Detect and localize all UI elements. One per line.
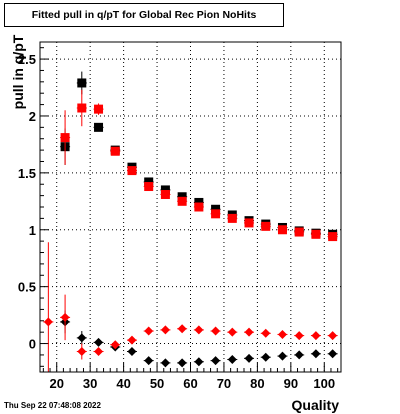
data-point bbox=[328, 232, 338, 242]
chart-title: Fitted pull in q/pT for Global Rec Pion … bbox=[31, 9, 257, 21]
data-point bbox=[177, 196, 187, 206]
data-point bbox=[211, 204, 221, 214]
data-point bbox=[194, 325, 204, 335]
x-tick-label: 40 bbox=[116, 376, 130, 391]
data-point bbox=[94, 347, 104, 357]
data-point bbox=[294, 350, 304, 360]
y-tick-label: 2 bbox=[29, 109, 36, 124]
data-point bbox=[311, 229, 321, 239]
data-point bbox=[160, 325, 170, 335]
x-tick-label: 50 bbox=[150, 376, 164, 391]
data-point bbox=[160, 185, 170, 195]
data-point bbox=[294, 331, 304, 341]
data-point bbox=[127, 347, 137, 357]
data-point bbox=[144, 182, 154, 192]
data-point bbox=[211, 356, 221, 366]
data-point bbox=[177, 324, 187, 334]
data-point bbox=[194, 202, 204, 212]
y-tick-label: 1 bbox=[29, 223, 36, 238]
title-box: Fitted pull in q/pT for Global Rec Pion … bbox=[4, 3, 284, 27]
data-point bbox=[261, 221, 271, 231]
data-point bbox=[127, 335, 137, 345]
data-point bbox=[94, 337, 104, 347]
x-tick-label: 70 bbox=[217, 376, 231, 391]
x-tick-label: 90 bbox=[284, 376, 298, 391]
data-points bbox=[43, 71, 338, 372]
data-point bbox=[160, 189, 170, 199]
data-point bbox=[244, 353, 254, 363]
y-axis-label: pull in q/pT bbox=[10, 34, 26, 110]
data-point bbox=[177, 358, 187, 368]
data-point bbox=[77, 333, 87, 343]
x-tick-label: 60 bbox=[183, 376, 197, 391]
data-point bbox=[160, 358, 170, 368]
data-point bbox=[194, 197, 204, 207]
series-2 bbox=[60, 89, 338, 242]
y-tick-label: 2.5 bbox=[18, 52, 36, 67]
data-point bbox=[244, 218, 254, 228]
data-point bbox=[277, 351, 287, 361]
x-axis-label: Quality bbox=[291, 397, 339, 413]
data-point bbox=[277, 225, 287, 235]
data-point bbox=[211, 209, 221, 219]
y-tick-label: 1.5 bbox=[18, 166, 36, 181]
data-point bbox=[194, 357, 204, 367]
data-point bbox=[328, 331, 338, 341]
plot-frame bbox=[39, 41, 342, 373]
data-point bbox=[77, 347, 87, 357]
data-point bbox=[94, 122, 104, 132]
series-4 bbox=[43, 242, 338, 372]
data-point bbox=[144, 356, 154, 366]
data-point bbox=[311, 331, 321, 341]
data-point bbox=[227, 327, 237, 337]
data-point bbox=[144, 326, 154, 336]
data-point bbox=[211, 326, 221, 336]
data-point bbox=[261, 352, 271, 362]
data-point bbox=[110, 340, 120, 350]
series-1 bbox=[60, 71, 338, 239]
data-point bbox=[60, 312, 70, 322]
data-point bbox=[294, 227, 304, 237]
grid-lines bbox=[40, 42, 341, 372]
data-point bbox=[110, 146, 120, 156]
data-point bbox=[43, 317, 53, 327]
data-point bbox=[77, 78, 87, 88]
data-point bbox=[261, 328, 271, 338]
series-3 bbox=[60, 310, 338, 368]
data-point bbox=[94, 104, 104, 114]
data-point bbox=[277, 329, 287, 339]
y-tick-label: 0.5 bbox=[18, 280, 36, 295]
x-tick-label: 30 bbox=[83, 376, 97, 391]
x-tick-label: 20 bbox=[49, 376, 63, 391]
axis-ticks: 20 30 40 50 60 70 80 90 100 0 0.5 1 1.5 2 2.5 bbox=[18, 47, 339, 391]
data-point bbox=[244, 327, 254, 337]
data-point bbox=[60, 133, 70, 143]
y-tick-label: 0 bbox=[29, 337, 36, 352]
x-tick-label: 100 bbox=[313, 376, 335, 391]
data-point bbox=[227, 354, 237, 364]
data-point bbox=[177, 192, 187, 202]
data-point bbox=[144, 177, 154, 187]
data-point bbox=[311, 349, 321, 359]
timestamp: Thu Sep 22 07:48:08 2022 bbox=[4, 401, 101, 410]
data-point bbox=[227, 213, 237, 223]
data-point bbox=[77, 103, 87, 113]
x-tick-label: 80 bbox=[250, 376, 264, 391]
data-point bbox=[127, 166, 137, 176]
data-point bbox=[328, 349, 338, 359]
